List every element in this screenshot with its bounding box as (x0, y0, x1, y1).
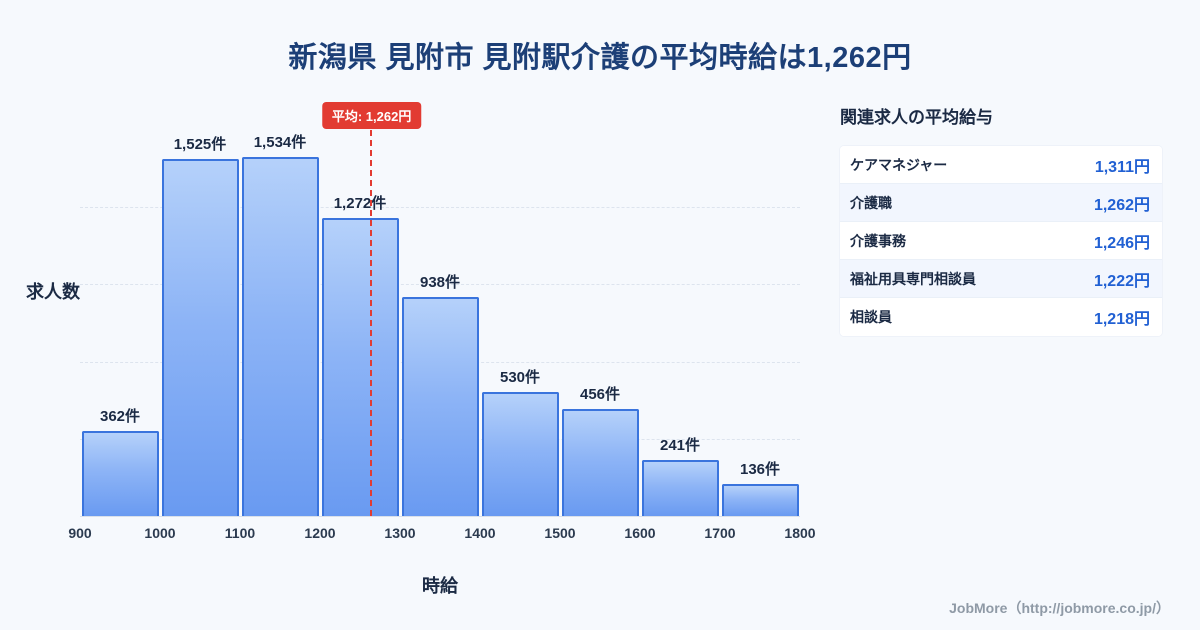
bar-group: 362件 (80, 130, 160, 516)
average-line: 平均: 1,262円 (321, 102, 422, 516)
histogram-chart: 362件 1,525件 1,534件 1,272件 938件 530件 456件 241件 13… (68, 102, 816, 541)
page-title: 新潟県 見附市 見附駅介護の平均時給は1,262円 (288, 42, 912, 74)
bar (641, 459, 719, 516)
footer-credit: JobMore（http://jobmore.co.jp/） (949, 600, 1170, 616)
bar-value-label: 241件 (659, 436, 701, 454)
x-tick-label: 1700 (704, 525, 736, 541)
bar (321, 218, 399, 516)
bar-group: 1,525件 (160, 130, 240, 516)
bar-value-label: 1,272件 (333, 195, 387, 213)
table-row: 福祉用具専門相談員 1,222円 (840, 260, 1162, 298)
gridline (80, 284, 800, 286)
bar-group: 530件 (480, 130, 560, 516)
bar (161, 159, 239, 516)
bars: 362件 1,525件 1,534件 1,272件 938件 530件 456件 241件 13… (80, 130, 800, 516)
job-name: 介護職 (850, 194, 892, 211)
x-tick-label: 1300 (384, 525, 416, 541)
related-jobs-panel: 関連求人の平均給与 ケアマネジャー 1,311円介護職 1,262円介護事務 1,24… (840, 103, 1162, 336)
job-wage-value: 1,311円 (1094, 158, 1150, 176)
bar-value-label: 938件 (419, 273, 461, 291)
x-tick-label: 1000 (144, 525, 176, 541)
x-tick-label: 900 (68, 525, 92, 541)
job-name: 介護事務 (850, 232, 906, 249)
table-row: 介護事務 1,246円 (840, 222, 1162, 260)
gridline (80, 207, 800, 209)
bar-value-label: 530件 (499, 369, 541, 387)
bar (561, 409, 639, 516)
table-row: ケアマネジャー 1,311円 (840, 146, 1162, 184)
job-name: 福祉用具専門相談員 (850, 270, 976, 287)
panel-title: 関連求人の平均給与 (840, 108, 993, 127)
bar (721, 484, 799, 516)
bar-value-label: 1,525件 (173, 136, 227, 154)
bar-group: 1,534件 (240, 130, 320, 516)
x-tick-label: 1800 (784, 525, 816, 541)
plot-area: 362件 1,525件 1,534件 1,272件 938件 530件 456件 241件 13… (80, 102, 800, 517)
job-wage-value: 1,246円 (1093, 234, 1150, 252)
table-row: 介護職 1,262円 (840, 184, 1162, 222)
x-axis-ticks: 900 1000 1100 1200 1300 1400 1500 1600 1700 1800 (68, 517, 815, 541)
bar (401, 296, 479, 516)
x-axis-label: 時給 (422, 576, 458, 596)
bar (241, 157, 319, 516)
bar-group: 1,272件 (320, 130, 400, 516)
job-wage-value: 1,262円 (1093, 196, 1150, 214)
bar-value-label: 136件 (739, 461, 781, 479)
bar-value-label: 362件 (99, 408, 141, 426)
bar-value-label: 1,534件 (253, 134, 307, 152)
bar-value-label: 456件 (579, 386, 621, 404)
job-wage-value: 1,222円 (1093, 272, 1150, 290)
bar-group: 456件 (560, 130, 640, 516)
x-tick-label: 1100 (224, 525, 256, 541)
x-tick-label: 1600 (624, 525, 656, 541)
bar-group: 938件 (400, 130, 480, 516)
bar (481, 392, 559, 516)
average-badge: 平均: 1,262円 (321, 102, 422, 129)
job-name: 相談員 (850, 309, 892, 325)
x-tick-label: 1400 (464, 525, 496, 541)
y-axis-label: 求人数 (26, 282, 80, 302)
table-row: 相談員 1,218円 (840, 298, 1162, 336)
bar-group: 241件 (640, 130, 720, 516)
bar-group: 136件 (720, 130, 800, 516)
job-wage-value: 1,218円 (1093, 311, 1150, 328)
job-name: ケアマネジャー (850, 156, 948, 173)
bar (81, 431, 159, 516)
x-tick-label: 1500 (544, 525, 576, 541)
x-tick-label: 1200 (304, 525, 336, 541)
panel-table: ケアマネジャー 1,311円介護職 1,262円介護事務 1,246円福祉用具専門相談… (840, 146, 1162, 336)
